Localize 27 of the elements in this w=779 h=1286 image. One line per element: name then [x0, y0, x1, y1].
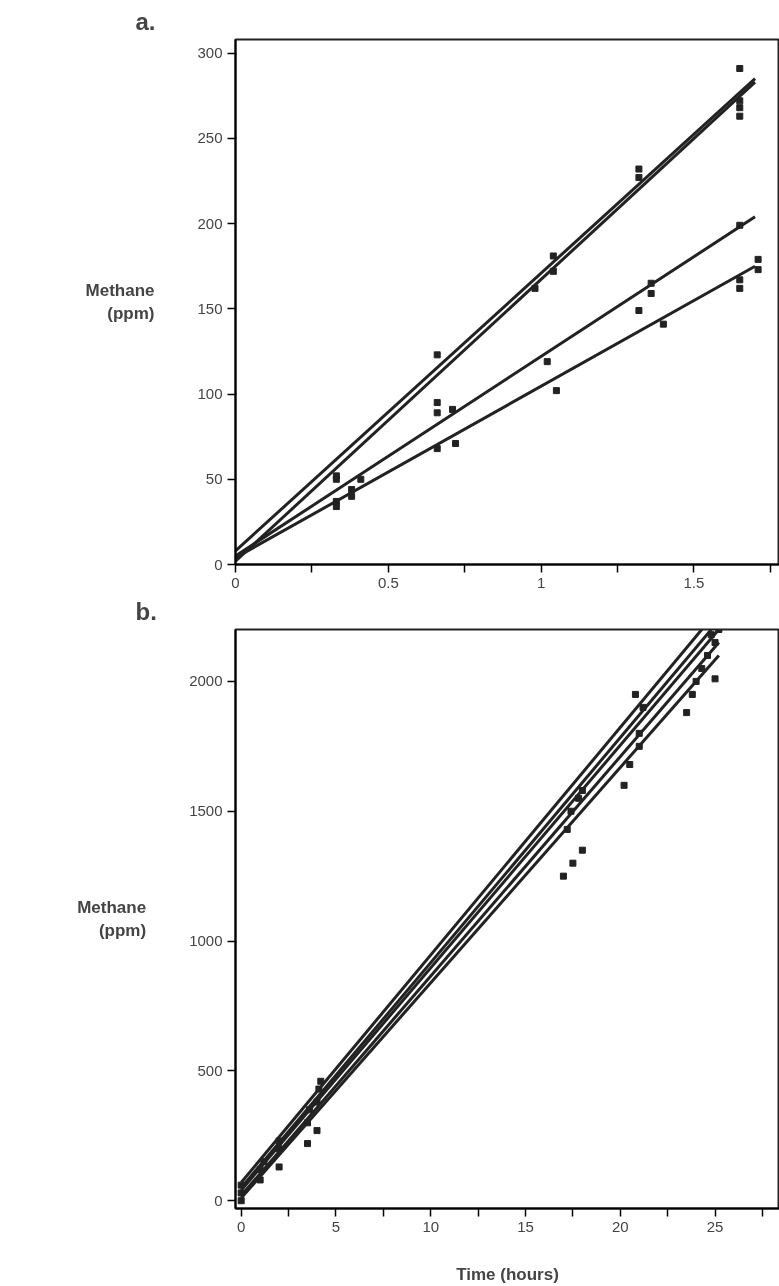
- x-tick-label: 0: [237, 1217, 246, 1235]
- y-tick-label: 150: [197, 299, 223, 317]
- x-tick-label: 25: [706, 1217, 724, 1235]
- y-tick-label: 0: [214, 555, 223, 573]
- x-tick-label: 1: [536, 573, 546, 591]
- x-tick-label: 0.5: [377, 573, 399, 591]
- x-tick-label: 5: [331, 1217, 341, 1235]
- y-tick-label: 500: [197, 1061, 223, 1079]
- chart-title: b.: [135, 597, 157, 625]
- y-tick-label: 200: [197, 214, 223, 232]
- y-tick-label: 50: [205, 470, 223, 488]
- x-tick-label: 0: [231, 573, 240, 591]
- x-tick-label: 10: [422, 1217, 440, 1235]
- x-tick-label: 1.5: [683, 573, 705, 591]
- y-tick-label: 250: [197, 129, 223, 147]
- chart-title: a.: [135, 7, 156, 35]
- y-tick-label: 100: [197, 385, 223, 403]
- x-axis-title: Time (hours): [456, 1264, 559, 1284]
- y-tick-label: 0: [214, 1191, 223, 1209]
- y-tick-label: 1500: [189, 802, 223, 820]
- y-axis-title: Methane (ppm): [77, 898, 147, 940]
- y-tick-label: 2000: [189, 672, 223, 690]
- y-tick-label: 300: [197, 44, 223, 62]
- x-tick-label: 15: [517, 1217, 534, 1235]
- x-tick-label: 20: [611, 1217, 629, 1235]
- y-tick-label: 1000: [189, 932, 223, 950]
- y-axis-title: Methane (ppm): [85, 281, 155, 323]
